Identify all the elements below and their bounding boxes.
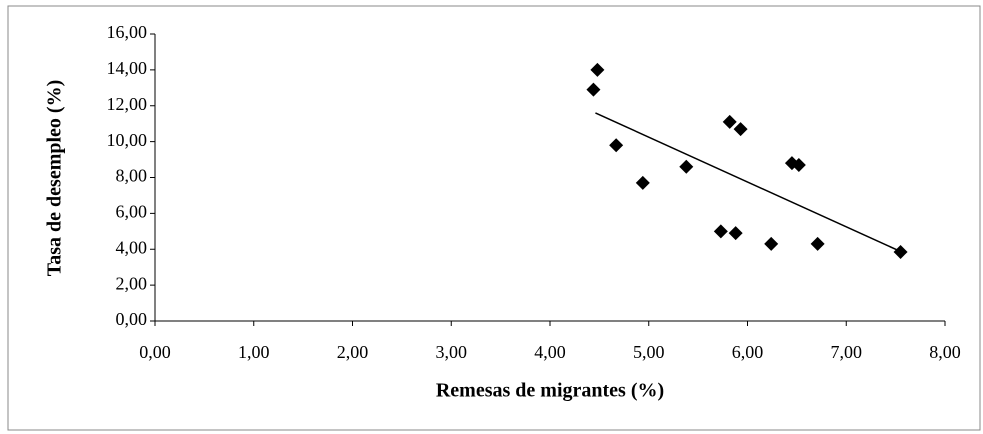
y-tick-label: 8,00 <box>116 166 148 186</box>
x-tick-label: 3,00 <box>436 342 468 362</box>
y-tick-label: 2,00 <box>116 273 148 293</box>
chart-frame <box>7 5 981 431</box>
x-tick-label: 4,00 <box>534 342 566 362</box>
x-tick-label: 5,00 <box>633 342 665 362</box>
y-tick-label: 0,00 <box>116 309 148 329</box>
x-tick-label: 1,00 <box>238 342 270 362</box>
data-point <box>893 244 908 259</box>
y-tick-label: 4,00 <box>116 237 148 257</box>
data-point <box>764 236 779 251</box>
x-tick-label: 8,00 <box>929 342 961 362</box>
data-point <box>733 122 748 137</box>
x-tick-label: 2,00 <box>337 342 369 362</box>
data-point <box>635 175 650 190</box>
y-tick-label: 16,00 <box>107 22 148 42</box>
y-tick-label: 12,00 <box>107 94 148 114</box>
data-point <box>791 157 806 172</box>
trendline <box>595 112 902 253</box>
x-axis-title: Remesas de migrantes (%) <box>436 380 664 402</box>
y-tick-label: 10,00 <box>107 130 148 150</box>
data-point <box>722 114 737 129</box>
data-point <box>810 236 825 251</box>
y-tick-label: 14,00 <box>107 58 148 78</box>
data-point <box>713 224 728 239</box>
data-point <box>609 138 624 153</box>
x-tick-label: 0,00 <box>139 342 171 362</box>
y-axis-title: Tasa de desempleo (%) <box>44 80 66 276</box>
x-tick-label: 7,00 <box>831 342 863 362</box>
data-point <box>590 62 605 77</box>
y-tick-label: 6,00 <box>116 202 148 222</box>
x-tick-label: 6,00 <box>732 342 764 362</box>
data-point <box>728 226 743 241</box>
data-point <box>586 82 601 97</box>
data-point <box>679 159 694 174</box>
